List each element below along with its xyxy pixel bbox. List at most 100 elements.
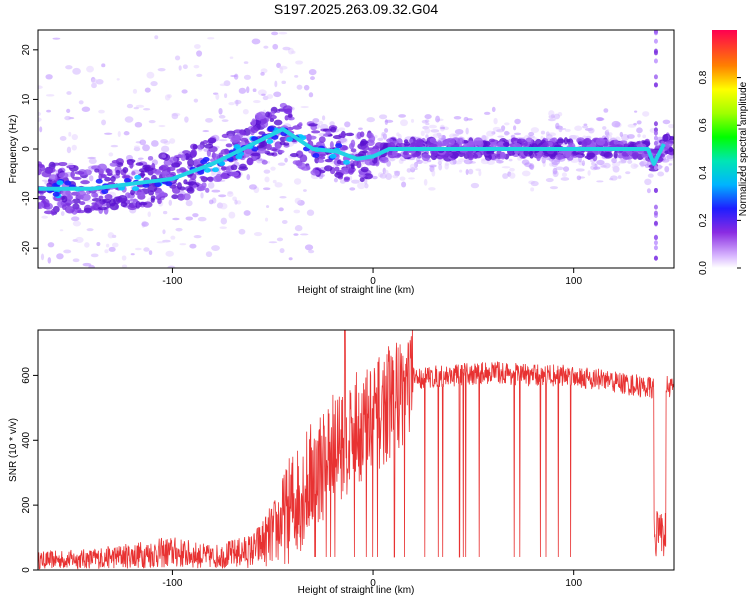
spectrum-band-dot (220, 166, 227, 171)
spectrum-noise-dot (530, 180, 539, 187)
spectrum-noise-dot (208, 199, 214, 205)
spectrum-noise-dot (215, 93, 220, 101)
spectrum-band-dot (413, 142, 424, 148)
spectrum-noise-dot (318, 120, 324, 125)
spectrum-noise-dot (158, 124, 166, 128)
spectrum-band-dot (359, 177, 365, 183)
spectrum-band-dot (169, 156, 178, 164)
spectrum-streak-dot (653, 204, 658, 210)
spectrum-noise-dot (606, 129, 610, 133)
spectrum-noise-dot (137, 157, 144, 160)
spectrum-band-dot (613, 150, 618, 159)
spectrum-band-dot (187, 158, 195, 167)
spectrum-band-dot (98, 173, 103, 180)
spectrum-band-dot (289, 153, 299, 158)
spectrum-band-dot (97, 206, 108, 211)
x-tick-label: 100 (565, 276, 582, 287)
spectrum-band-dot (180, 154, 187, 161)
spectrum-band-dot (70, 171, 75, 179)
spectrum-band-dot (503, 141, 510, 147)
spectrum-peak-dot (267, 126, 275, 132)
spectrum-noise-dot (229, 56, 234, 59)
spectrum-noise-dot (178, 65, 182, 71)
spectrum-noise-dot (163, 304, 171, 307)
spectrum-noise-dot (64, 115, 72, 121)
spectrum-noise-dot (379, 114, 388, 120)
spectrum-noise-dot (185, 216, 194, 221)
spectrum-band-dot (386, 138, 394, 143)
spectrum-noise-dot (206, 17, 215, 24)
spectrum-noise-dot (300, 106, 309, 109)
spectrum-noise-dot (401, 181, 407, 188)
spectrum-noise-dot (625, 171, 631, 175)
spectrum-noise-dot (393, 170, 401, 174)
spectrum-band-dot (572, 151, 577, 155)
spectrum-noise-dot (41, 215, 49, 219)
spectrum-noise-dot (299, 233, 309, 236)
spectrum-noise-dot (135, 274, 139, 279)
spectrum-noise-dot (608, 135, 613, 139)
spectrum-noise-dot (144, 87, 151, 93)
spectrum-noise-dot (509, 167, 515, 172)
spectrum-noise-dot (276, 237, 284, 242)
spectrum-noise-dot (270, 166, 276, 171)
spectrum-noise-dot (101, 119, 107, 126)
spectrum-noise-dot (659, 165, 664, 168)
spectrum-noise-dot (218, 139, 228, 142)
spectrum-band-dot (374, 142, 384, 149)
spectrum-noise-dot (633, 122, 637, 126)
spectrogram-field (38, 17, 674, 322)
spectrum-band-dot (111, 160, 120, 164)
spectrum-band-dot (204, 143, 214, 149)
spectrum-band-dot (230, 137, 240, 143)
spectrum-peak-dot (52, 191, 60, 197)
spectrum-noise-dot (71, 216, 80, 222)
spectrum-band-dot (186, 187, 195, 194)
spectrum-streak-dot (653, 30, 658, 34)
spectrum-noise-dot (71, 144, 77, 151)
colorbar-tick-label: 0.0 (698, 261, 709, 275)
spectrum-noise-dot (104, 249, 109, 254)
spectrum-noise-dot (101, 63, 106, 68)
spectrum-noise-dot (431, 169, 436, 177)
spectrum-noise-dot (398, 114, 407, 118)
spectrogram-x-label: Height of straight line (km) (298, 285, 415, 296)
spectrum-band-dot (555, 154, 564, 160)
spectrum-noise-dot (278, 207, 284, 212)
spectrum-band-dot (48, 174, 58, 181)
spectrum-noise-dot (432, 133, 441, 138)
spectrum-band-dot (521, 140, 528, 147)
spectrum-noise-dot (306, 209, 315, 216)
spectrum-noise-dot (308, 68, 317, 76)
spectrum-noise-dot (496, 129, 505, 133)
spectrum-noise-dot (135, 104, 145, 108)
spectrum-noise-dot (47, 242, 55, 248)
spectrum-streak-dot (653, 82, 658, 88)
spectrum-noise-dot (266, 94, 274, 100)
spectrum-noise-dot (268, 241, 278, 244)
spectrum-band-dot (445, 151, 453, 157)
spectrum-band-dot (147, 184, 158, 192)
x-tick-label: -100 (162, 276, 182, 287)
spectrum-noise-dot (65, 65, 73, 70)
spectrum-noise-dot (165, 317, 168, 322)
spectrum-band-dot (123, 174, 131, 179)
spectrum-band-dot (60, 189, 71, 197)
spectrum-band-dot (58, 161, 68, 167)
spectrum-noise-dot (478, 169, 482, 177)
spectrum-noise-dot (580, 161, 586, 164)
spectrum-band-dot (473, 154, 478, 159)
spectrum-band-dot (102, 198, 112, 203)
spectrum-band-dot (155, 190, 165, 197)
spectrum-noise-dot (646, 188, 651, 194)
spectrum-noise-dot (219, 286, 228, 291)
spectrum-noise-dot (264, 176, 270, 183)
spectrum-band-dot (120, 201, 128, 208)
spectrum-noise-dot (588, 127, 595, 134)
spectrum-noise-dot (189, 243, 197, 249)
spectrum-noise-dot (453, 116, 462, 120)
spectrum-noise-dot (187, 25, 193, 30)
spectrum-noise-dot (89, 291, 96, 296)
spectrum-noise-dot (220, 217, 228, 225)
